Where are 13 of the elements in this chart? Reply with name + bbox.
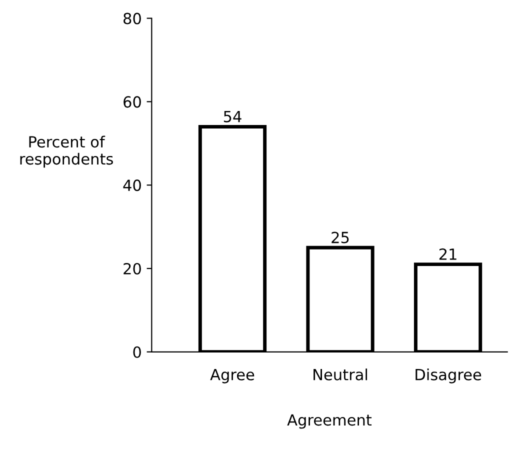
data-label: 25 <box>332 232 349 244</box>
x-axis-title: Agreement <box>287 414 372 429</box>
x-tick-label: Agree <box>210 369 254 384</box>
data-label: 54 <box>224 111 242 122</box>
y-tick-label: 80 <box>124 12 141 24</box>
y-tick-label: 20 <box>124 262 141 275</box>
x-tick-label: Disagree <box>416 368 482 384</box>
y-tick-label: 40 <box>123 180 141 192</box>
x-tick-label: Neutral <box>314 368 368 380</box>
y-tick-label: 0 <box>133 346 141 358</box>
y-axis-title: Percent of respondents <box>20 136 113 168</box>
data-label: 21 <box>439 248 456 260</box>
y-tick-label: 60 <box>124 96 141 108</box>
